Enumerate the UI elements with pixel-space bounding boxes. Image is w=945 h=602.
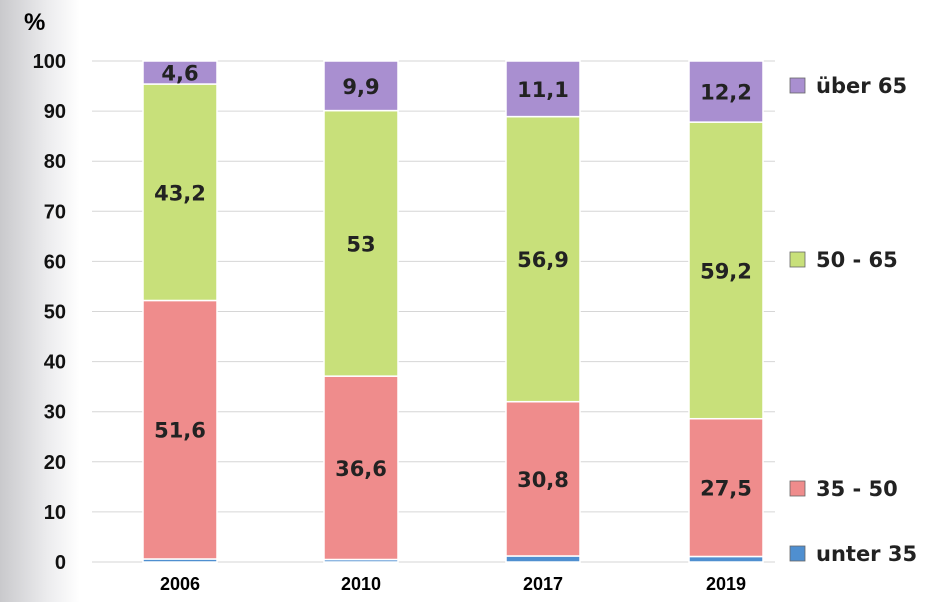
y-tick-label: 10: [44, 502, 66, 524]
legend-swatch: [789, 480, 806, 497]
legend-swatch: [789, 545, 806, 562]
bar-segment: [688, 555, 764, 563]
legend-label: über 65: [816, 74, 907, 98]
y-tick-label: 70: [44, 201, 66, 223]
legend-label: 35 - 50: [816, 477, 898, 501]
y-tick-label: 80: [44, 151, 66, 173]
data-label: 11,1: [517, 78, 569, 102]
data-label: 51,6: [154, 419, 206, 443]
legend-label: 50 - 65: [816, 248, 898, 272]
data-label: 27,5: [700, 477, 752, 501]
y-tick-label: 60: [44, 251, 66, 273]
bar-segment: [688, 417, 764, 558]
bar-segment: [142, 83, 218, 302]
y-tick-label: 40: [44, 352, 66, 374]
bar-segment: [323, 60, 399, 112]
bar-segment: [505, 115, 581, 403]
bar-segment: [323, 375, 399, 561]
data-label: 4,6: [161, 62, 198, 86]
x-category-label: 2019: [706, 574, 746, 594]
legend-swatch: [789, 251, 806, 268]
y-tick-label: 20: [44, 452, 66, 474]
bar-segment: [505, 400, 581, 557]
data-label: 36,6: [335, 457, 387, 481]
bar-segment: [142, 299, 218, 560]
bar-segment: [323, 109, 399, 377]
x-category-label: 2010: [341, 574, 381, 594]
data-label: 59,2: [700, 259, 752, 283]
data-label: 53: [346, 232, 375, 256]
axis-background: [0, 0, 80, 602]
y-tick-label: 30: [44, 402, 66, 424]
y-tick-label: 50: [44, 302, 66, 324]
data-label: 9,9: [342, 75, 379, 99]
x-category-label: 2006: [160, 574, 200, 594]
y-tick-label: 0: [55, 552, 66, 574]
data-label: 12,2: [700, 81, 752, 105]
legend-label: unter 35: [816, 542, 917, 566]
x-category-label: 2017: [523, 574, 563, 594]
data-label: 43,2: [154, 181, 206, 205]
data-label: 56,9: [517, 248, 569, 272]
legend-swatch: [789, 77, 806, 94]
bar-segment: [505, 60, 581, 118]
bar-segment: [688, 60, 764, 123]
y-tick-label: 90: [44, 101, 66, 123]
y-unit-label: %: [24, 9, 45, 36]
data-label: 30,8: [517, 468, 569, 492]
bar-segment: [505, 555, 581, 563]
bar-segment: [142, 60, 218, 85]
y-tick-label: 100: [33, 51, 66, 73]
